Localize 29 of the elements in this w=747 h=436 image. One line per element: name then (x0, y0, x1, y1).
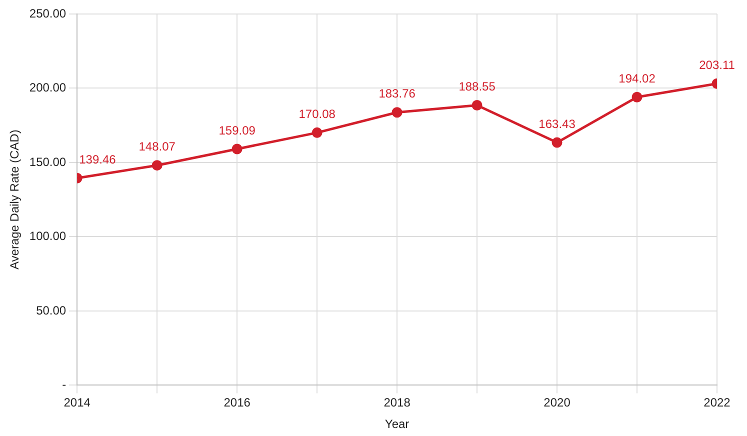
data-label: 194.02 (618, 71, 656, 86)
data-label: 159.09 (218, 123, 256, 138)
x-tick-label: 2014 (64, 396, 91, 410)
y-tick-label: - (62, 378, 66, 392)
x-tick-label: 2016 (224, 396, 251, 410)
data-label: 163.43 (538, 116, 576, 131)
point (632, 92, 642, 102)
data-label: 170.08 (298, 106, 336, 121)
data-label: 183.76 (378, 86, 416, 101)
data-label: 148.07 (138, 140, 176, 154)
x-tick-label: 2020 (544, 396, 571, 410)
point (312, 127, 322, 138)
point (392, 107, 402, 118)
data-label: 203.11 (699, 58, 736, 72)
y-tick-label: 200.00 (29, 80, 66, 95)
y-tick-label: 100.00 (29, 229, 66, 244)
point (552, 137, 562, 148)
x-axis-title: Year (384, 417, 410, 432)
y-tick-label: 150.00 (29, 154, 66, 169)
point (472, 100, 482, 110)
data-label: 188.55 (458, 80, 496, 94)
y-tick-label: 50.00 (36, 303, 66, 318)
point (232, 144, 242, 154)
x-tick-label: 2022 (704, 396, 731, 410)
data-label: 139.46 (79, 152, 116, 166)
x-tick-label: 2018 (384, 396, 411, 410)
y-axis-title: Average Daily Rate (CAD) (8, 130, 22, 270)
y-tick-label: 250.00 (29, 6, 66, 20)
point (152, 160, 162, 171)
